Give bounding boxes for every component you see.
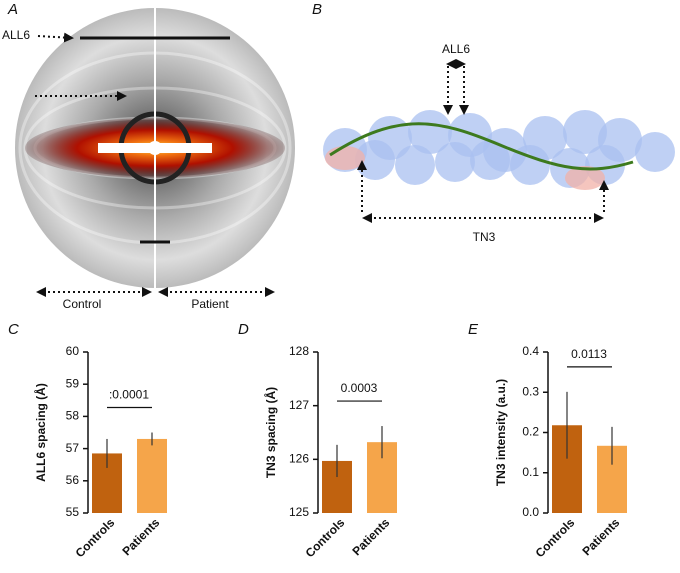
y-tick-label: 59 [66,376,80,390]
x-tick-label: Controls [533,515,578,560]
arrow-label: ALL6 [2,28,30,42]
panel-label: A [7,1,18,18]
y-tick-label: 127 [289,398,309,412]
y-tick-label: 60 [66,344,80,358]
panel-label: E [468,321,479,338]
y-axis-label: TN3 intensity (a.u.) [494,379,508,486]
all6-label: ALL6 [442,42,470,56]
x-tick-label: Controls [303,515,348,560]
y-tick-label: 128 [289,344,309,358]
y-tick-label: 0.2 [522,425,539,439]
diffraction-image [15,8,295,288]
x-tick-label: Patients [349,515,392,558]
y-tick-label: 125 [289,505,309,519]
y-axis-label: TN3 spacing (Å) [263,387,278,478]
y-tick-label: 56 [66,473,80,487]
y-tick-label: 57 [66,441,80,455]
p-value: 0.0113 [571,347,607,361]
y-tick-label: 0.3 [522,384,539,398]
y-tick-label: 58 [66,409,80,423]
filament-diagram [323,110,675,190]
bar [137,438,167,513]
y-tick-label: 0.0 [522,505,539,519]
x-tick-label: Patients [579,515,622,558]
arrow [37,32,74,43]
panel-label: C [8,321,19,338]
x-tick-label: Controls [73,515,118,560]
p-value: 0.0003 [341,381,378,395]
panel-label: D [238,321,249,338]
y-tick-label: 0.1 [522,465,539,479]
y-tick-label: 0.4 [522,344,539,358]
y-tick-label: 55 [66,505,80,519]
y-axis-label: ALL6 spacing (Å) [33,383,48,482]
patient-label: Patient [191,297,229,311]
p-value: :0.0001 [109,388,149,402]
x-tick-label: Patients [119,515,162,558]
y-tick-label: 126 [289,452,309,466]
tn3-label: TN3 [473,230,496,244]
panel-label: B [312,1,322,18]
control-label: Control [63,297,102,311]
